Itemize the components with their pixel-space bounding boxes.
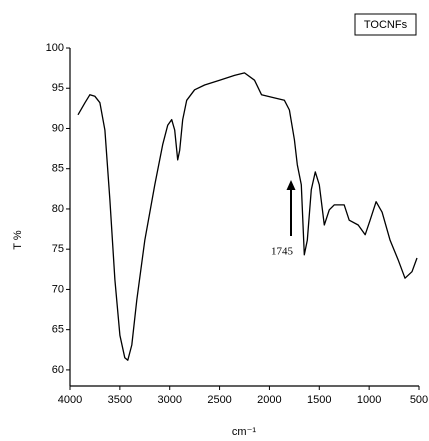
y-tick-label: 65 xyxy=(52,324,64,336)
y-axis-label: T % xyxy=(12,230,24,250)
x-tick-label: 2500 xyxy=(207,394,231,406)
y-tick-label: 60 xyxy=(52,364,64,376)
y-tick-label: 90 xyxy=(52,122,64,134)
annotation-arrowhead xyxy=(286,180,296,190)
legend-entry: TOCNFs xyxy=(364,19,408,31)
x-tick-label: 3000 xyxy=(157,394,181,406)
spectrum-line xyxy=(77,72,418,361)
x-tick-label: 500 xyxy=(410,394,428,406)
annotation: 1745 xyxy=(271,246,294,258)
y-tick-label: 80 xyxy=(52,203,64,215)
y-tick-label: 85 xyxy=(52,163,64,175)
y-tick-label: 75 xyxy=(52,243,64,255)
legend-box xyxy=(354,13,417,36)
y-tick-label: 70 xyxy=(52,283,64,295)
x-axis-label: cm⁻¹ xyxy=(232,426,256,438)
y-tick-label: 100 xyxy=(46,42,64,54)
x-tick-label: 3500 xyxy=(108,394,132,406)
x-tick-label: 2000 xyxy=(257,394,281,406)
y-tick-label: 95 xyxy=(52,82,64,94)
x-tick-label: 4000 xyxy=(58,394,82,406)
x-tick-label: 1500 xyxy=(307,394,331,406)
x-tick-label: 1000 xyxy=(357,394,381,406)
